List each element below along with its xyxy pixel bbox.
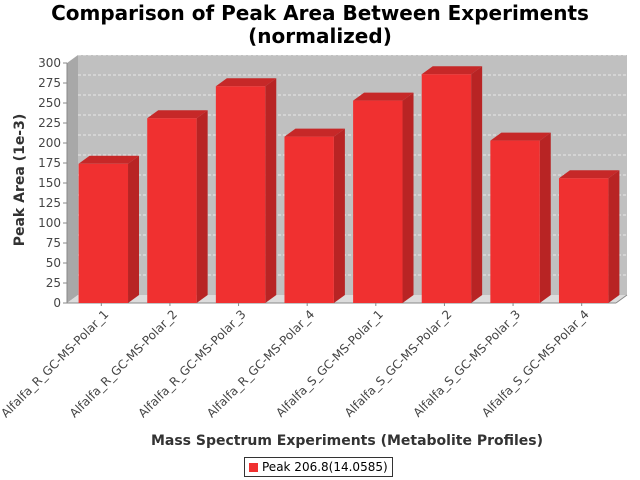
- y-tick-label: 250: [38, 96, 61, 110]
- bar: [284, 128, 345, 303]
- bar-top: [284, 128, 345, 137]
- x-tick-label: Alfalfa_R_GC-MS-Polar_1: [0, 307, 111, 420]
- y-tick-label: 175: [38, 156, 61, 170]
- bar-side: [471, 66, 483, 303]
- bar-front: [78, 163, 129, 303]
- plot-side-wall: [67, 55, 78, 303]
- chart-title-line-2: (normalized): [248, 24, 392, 48]
- plot-floor: [67, 295, 627, 303]
- bar-side: [265, 78, 277, 303]
- chart-title-line-1: Comparison of Peak Area Between Experime…: [51, 1, 589, 25]
- y-axis: 0 25 50 75 100 125 150 175 200 225 250 275 300: [38, 56, 67, 310]
- y-tick-label: 300: [38, 56, 61, 70]
- y-tick-label: 100: [38, 216, 61, 230]
- bar-side: [333, 128, 345, 303]
- bar-top: [147, 110, 208, 119]
- bar-top: [353, 92, 414, 101]
- y-tick-label: 75: [46, 236, 61, 250]
- bar-top: [421, 66, 483, 75]
- bar-top: [558, 170, 620, 179]
- bar: [353, 92, 414, 303]
- bar-front: [558, 178, 609, 303]
- legend-swatch: [249, 462, 258, 472]
- bar-front: [490, 140, 540, 303]
- bar-front: [284, 136, 334, 303]
- bars: [78, 66, 620, 303]
- legend: Peak 206.8(14.0585): [244, 457, 393, 477]
- x-axis: Alfalfa_R_GC-MS-Polar_1Alfalfa_R_GC-MS-P…: [0, 303, 592, 420]
- y-tick-label: 0: [53, 296, 61, 310]
- bar: [78, 155, 140, 303]
- y-tick-label: 200: [38, 136, 61, 150]
- bar-side: [128, 155, 140, 303]
- bar-top: [490, 132, 551, 141]
- bar-top: [215, 78, 277, 87]
- y-axis-label: Peak Area (1e-3): [12, 114, 28, 247]
- bar-top: [78, 155, 140, 164]
- bar: [558, 170, 620, 303]
- bar: [147, 110, 208, 303]
- x-axis-label: Mass Spectrum Experiments (Metabolite Pr…: [151, 433, 543, 449]
- bar-front: [147, 118, 197, 303]
- y-tick-label: 125: [38, 196, 61, 210]
- bar-side: [539, 132, 551, 303]
- bar: [421, 66, 483, 303]
- bar-front: [215, 86, 266, 303]
- legend-label: Peak 206.8(14.0585): [262, 460, 388, 474]
- y-tick-label: 50: [46, 256, 61, 270]
- bar-side: [402, 92, 414, 303]
- bar-front: [421, 74, 472, 303]
- y-tick-label: 150: [38, 176, 61, 190]
- bar-side: [196, 110, 208, 303]
- y-tick-label: 275: [38, 76, 61, 90]
- chart-title: Comparison of Peak Area Between Experime…: [0, 2, 640, 48]
- bar-side: [608, 170, 620, 303]
- bar: [490, 132, 551, 303]
- floor-edge-line: [615, 294, 628, 304]
- bar: [215, 78, 277, 303]
- y-tick-label: 225: [38, 116, 61, 130]
- bar-front: [353, 100, 403, 303]
- y-tick-label: 25: [46, 276, 61, 290]
